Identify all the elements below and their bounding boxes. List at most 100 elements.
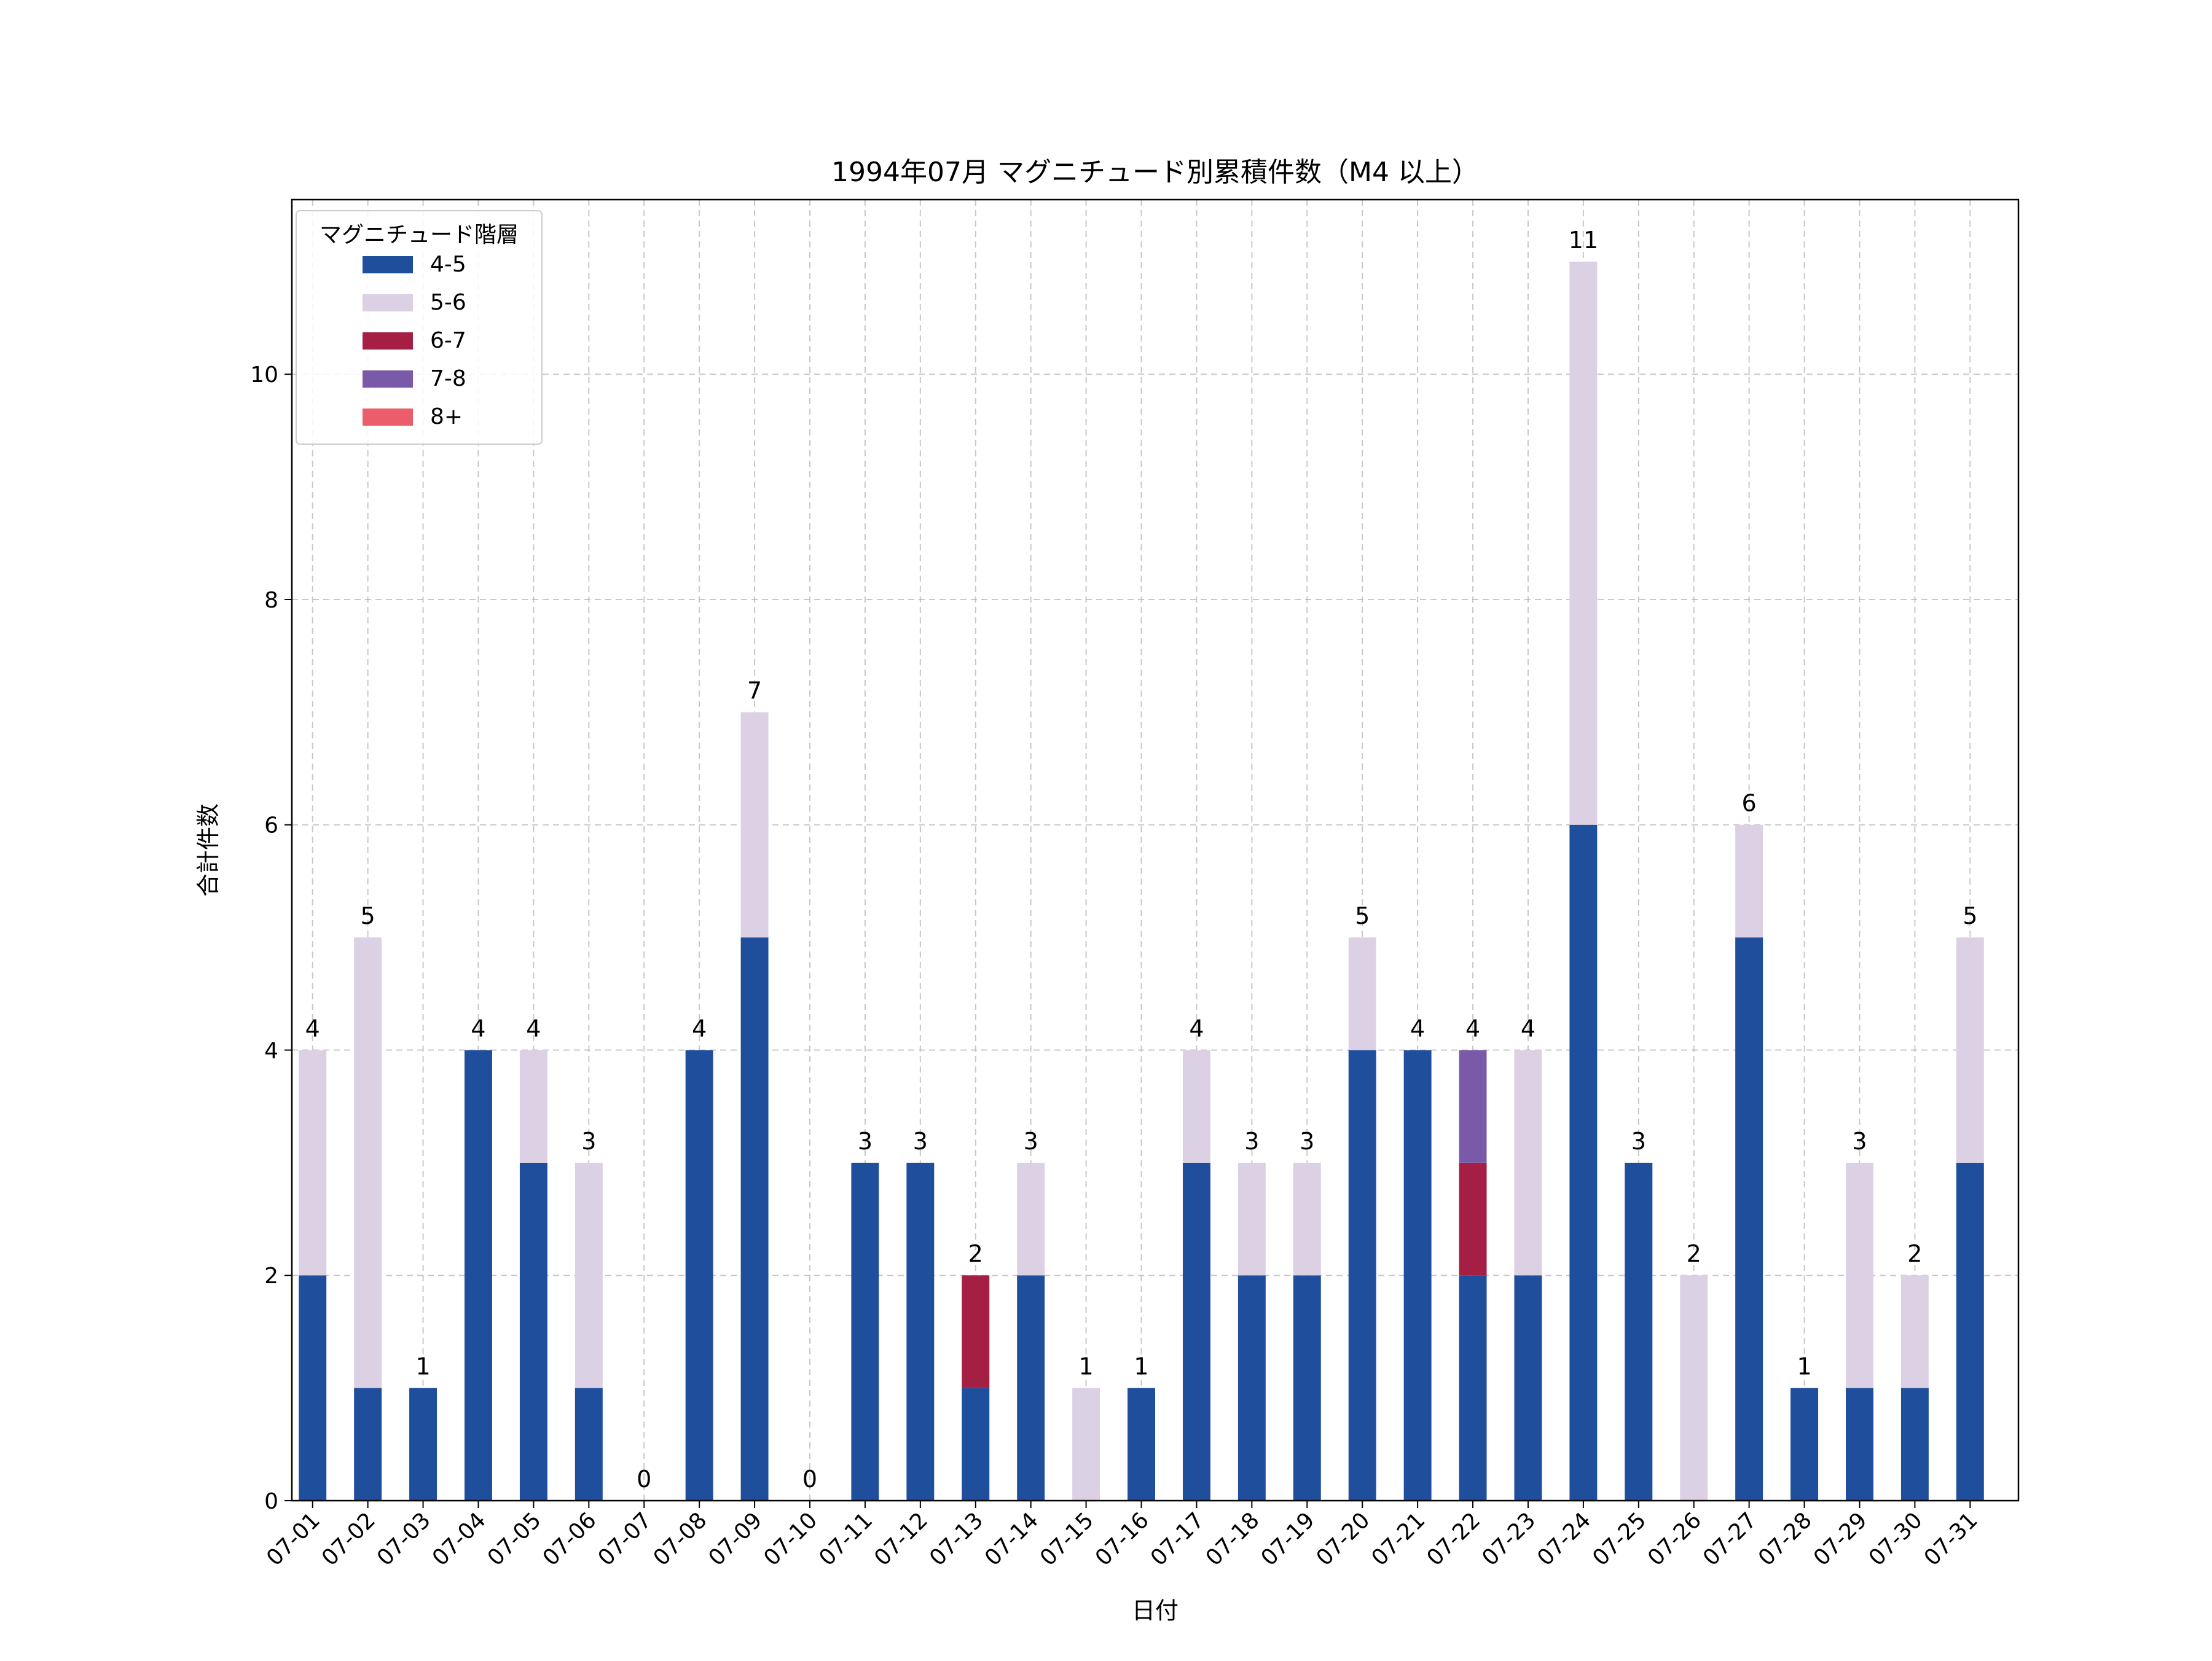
- bar-segment-5-6: [1348, 937, 1376, 1050]
- bar-segment-4-5: [1625, 1162, 1653, 1501]
- x-tick-label: 07-25: [1588, 1507, 1651, 1571]
- bar-segment-4-5: [740, 937, 769, 1501]
- bar-segment-4-5: [962, 1388, 990, 1501]
- x-tick-label: 07-07: [594, 1507, 657, 1571]
- bar-total-label: 1: [1134, 1353, 1148, 1380]
- legend-box: [296, 210, 543, 445]
- x-tick-label: 07-11: [814, 1507, 877, 1571]
- bar-segment-4-5: [1569, 824, 1598, 1501]
- x-tick-label: 07-24: [1532, 1507, 1596, 1571]
- x-tick-label: 07-27: [1698, 1507, 1762, 1571]
- x-tick-label: 07-18: [1201, 1507, 1265, 1571]
- bar-segment-4-5: [409, 1388, 437, 1501]
- legend-label: 6-7: [430, 328, 466, 353]
- x-tick-label: 07-03: [372, 1507, 436, 1571]
- bar-segment-5-6: [1182, 1050, 1210, 1163]
- bar-segment-5-6: [1680, 1275, 1708, 1501]
- y-tick-label: 10: [250, 362, 278, 388]
- y-tick-label: 8: [264, 588, 278, 613]
- bar-total-label: 2: [968, 1240, 983, 1267]
- bar-total-label: 1: [1797, 1353, 1811, 1380]
- chart-title: 1994年07月 マグニチュード別累積件数（M4 以上）: [831, 157, 1479, 188]
- legend-swatch-6-7: [363, 332, 413, 350]
- bar-segment-4-5: [465, 1050, 492, 1501]
- bar-segment-4-5: [685, 1050, 713, 1501]
- bar-segment-4-5: [1128, 1388, 1155, 1501]
- bar-total-label: 5: [1963, 902, 1977, 929]
- bar-segment-7-8: [1459, 1050, 1487, 1163]
- x-tick-label: 07-13: [925, 1507, 988, 1571]
- bar-segment-5-6: [1514, 1050, 1542, 1276]
- bar-total-label: 3: [1024, 1128, 1038, 1155]
- y-tick-label: 4: [264, 1038, 278, 1063]
- bar-segment-4-5: [1514, 1275, 1542, 1501]
- x-tick-label: 07-14: [980, 1507, 1043, 1571]
- x-tick-label: 07-28: [1754, 1507, 1817, 1571]
- bar-segment-5-6: [1293, 1162, 1321, 1276]
- bar-segment-4-5: [1237, 1275, 1266, 1501]
- bar-total-label: 2: [1907, 1240, 1922, 1267]
- bar-total-label: 0: [802, 1466, 817, 1493]
- bar-segment-5-6: [354, 937, 382, 1388]
- bar-total-label: 4: [471, 1015, 485, 1042]
- x-tick-label: 07-17: [1146, 1507, 1209, 1571]
- bar-segment-4-5: [1900, 1388, 1929, 1501]
- bar-segment-5-6: [1846, 1162, 1873, 1388]
- bar-total-label: 4: [1465, 1015, 1480, 1042]
- bar-segment-5-6: [519, 1050, 547, 1163]
- x-tick-label: 07-12: [869, 1507, 933, 1571]
- legend-label: 5-6: [430, 290, 466, 315]
- x-tick-label: 07-05: [483, 1507, 546, 1571]
- bar-total-label: 4: [526, 1015, 541, 1042]
- bar-total-label: 3: [581, 1128, 596, 1155]
- x-tick-label: 07-19: [1257, 1507, 1320, 1571]
- bar-segment-5-6: [299, 1050, 327, 1276]
- bar-segment-4-5: [1790, 1388, 1819, 1501]
- bar-segment-4-5: [1735, 937, 1763, 1501]
- legend-label: 8+: [430, 404, 463, 429]
- x-axis-label: 日付: [1132, 1597, 1179, 1624]
- legend-label: 4-5: [430, 252, 466, 277]
- x-tick-label: 07-26: [1643, 1507, 1706, 1571]
- bar-total-label: 6: [1742, 790, 1757, 817]
- x-tick-label: 07-29: [1809, 1507, 1872, 1571]
- bar-total-label: 3: [1244, 1128, 1259, 1155]
- bar-segment-5-6: [1237, 1162, 1266, 1276]
- bar-segment-6-7: [1459, 1162, 1487, 1276]
- bar-segment-4-5: [851, 1162, 879, 1501]
- legend: マグニチュード階層 4-5 5-6 6-7 7-8 8+: [296, 210, 543, 445]
- legend-swatch-7-8: [363, 370, 413, 388]
- x-tick-label: 07-06: [538, 1507, 602, 1571]
- legend-swatch-8+: [363, 408, 413, 426]
- x-tick-label: 07-30: [1864, 1507, 1928, 1571]
- bar-segment-4-5: [1403, 1050, 1432, 1501]
- bar-segment-4-5: [1017, 1275, 1045, 1501]
- legend-label: 7-8: [430, 366, 466, 391]
- bar-total-label: 4: [1410, 1015, 1425, 1042]
- y-tick-label: 6: [264, 813, 278, 838]
- bar-segment-4-5: [1956, 1162, 1984, 1501]
- bar-segment-5-6: [1017, 1162, 1045, 1276]
- bar-segment-4-5: [1293, 1275, 1321, 1501]
- bar-total-label: 4: [692, 1015, 707, 1042]
- bar-segment-4-5: [575, 1388, 603, 1501]
- bar-segment-5-6: [1569, 261, 1598, 825]
- bar-segment-6-7: [962, 1275, 990, 1388]
- bar-total-label: 4: [1521, 1015, 1535, 1042]
- x-tick-label: 07-22: [1422, 1507, 1485, 1571]
- x-tick-label: 07-31: [1920, 1507, 1983, 1571]
- bar-total-label: 5: [361, 902, 375, 929]
- bar-total-label: 3: [858, 1128, 873, 1155]
- bar-total-label: 3: [913, 1128, 928, 1155]
- bar-segment-5-6: [575, 1162, 603, 1388]
- bar-total-label: 1: [415, 1353, 430, 1380]
- x-tick-label: 07-08: [649, 1507, 712, 1571]
- x-tick-label: 07-20: [1312, 1507, 1375, 1571]
- bar-total-label: 0: [637, 1466, 651, 1493]
- grid-lines: [292, 200, 2018, 1501]
- x-tick-label: 07-09: [704, 1507, 767, 1571]
- axes: 024681007-0107-0207-0307-0407-0507-0607-…: [250, 362, 1982, 1571]
- bar-total-label: 7: [747, 677, 762, 704]
- bar-total-label: 4: [1189, 1015, 1204, 1042]
